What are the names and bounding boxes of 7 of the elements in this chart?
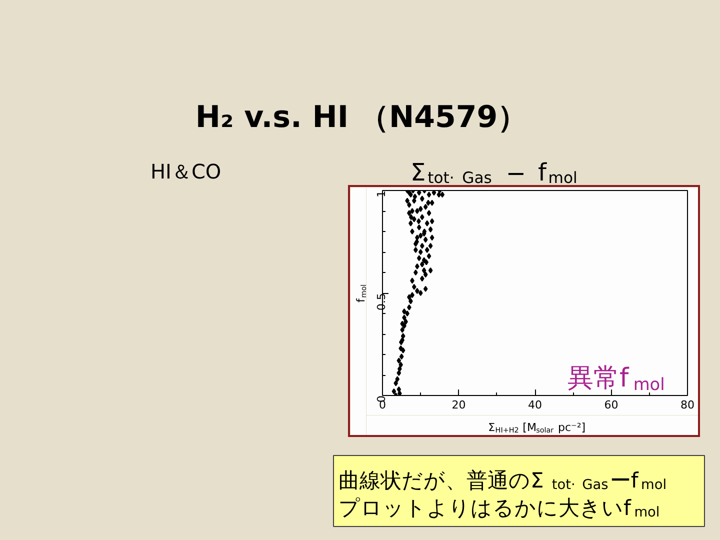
- text: HI＆CO: [150, 160, 222, 184]
- x-tick-label: 60: [604, 398, 618, 412]
- x-tick-label: 40: [528, 398, 542, 412]
- x-tick-label: 20: [452, 398, 466, 412]
- chart-subtitle: Σtot· Gas − fmol: [410, 158, 578, 188]
- chart-title: H₂ v.s. HI （N4579）: [195, 100, 528, 135]
- x-tick-label: 80: [680, 398, 694, 412]
